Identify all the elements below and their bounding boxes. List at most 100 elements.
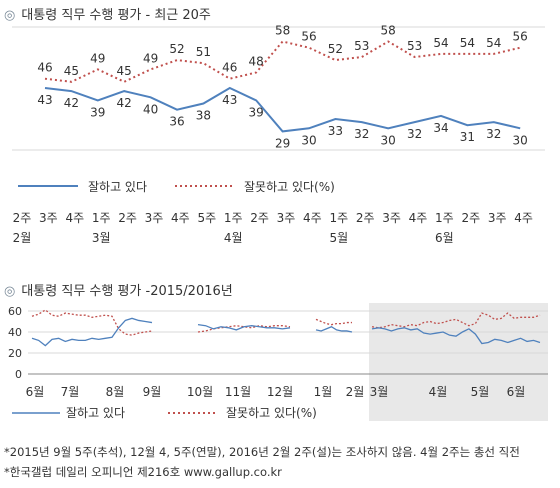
chart1-data-label-approve: 39 xyxy=(249,105,264,119)
chart1-x-tick-month: 5월 xyxy=(329,231,348,245)
chart1-data-label-approve: 32 xyxy=(407,127,422,141)
chart1-data-label-approve: 42 xyxy=(64,96,79,110)
chart1-data-label-approve: 32 xyxy=(486,127,501,141)
chart2-series-disapprove xyxy=(31,309,153,336)
chart1-data-label-approve: 32 xyxy=(354,127,369,141)
chart1-data-label-approve: 30 xyxy=(513,133,528,147)
chart1-data-label-approve: 42 xyxy=(117,96,132,110)
chart1-x-tick-week: 2주 xyxy=(461,211,480,225)
chart1-data-label-disapprove: 52 xyxy=(169,42,184,56)
chart1-x-tick-week: 3주 xyxy=(488,211,507,225)
chart1-title: ◎ 대통령 직무 수행 평가 - 최근 20주 xyxy=(4,4,211,23)
chart1-x-tick-week: 3주 xyxy=(145,211,164,225)
chart1-x-tick-week: 2주 xyxy=(13,211,32,225)
chart1-data-label-disapprove: 49 xyxy=(143,51,158,65)
chart1-data-label-approve: 36 xyxy=(169,115,184,129)
chart1-x-tick-week: 3주 xyxy=(382,211,401,225)
chart2-x-tick-month: 5월 xyxy=(471,385,490,399)
chart1-x-tick-month: 2월 xyxy=(13,231,32,245)
chart1-data-label-approve: 34 xyxy=(433,121,448,135)
chart1-data-label-disapprove: 52 xyxy=(328,42,343,56)
chart1-x-tick-week: 4주 xyxy=(303,211,322,225)
chart2-x-tick-month: 4월 xyxy=(429,385,448,399)
chart1-data-label-disapprove: 45 xyxy=(117,64,132,78)
chart1-data-label-approve: 30 xyxy=(301,133,316,147)
chart2-title: ◎ 대통령 직무 수행 평가 -2015/2016년 xyxy=(4,280,233,299)
chart1-x-tick-week: 3주 xyxy=(39,211,58,225)
chart1-title-icon: ◎ xyxy=(4,8,16,23)
chart2-x-tick-month: 10월 xyxy=(187,385,213,399)
chart1-data-label-approve: 31 xyxy=(460,130,475,144)
chart2-series-disapprove xyxy=(371,312,541,329)
chart1-data-label-disapprove: 56 xyxy=(301,30,316,44)
chart2-x-tick-month: 11월 xyxy=(225,385,251,399)
chart1-x-tick-week: 1주 xyxy=(224,211,243,225)
chart1-title-text: 대통령 직무 수행 평가 - 최근 20주 xyxy=(21,8,211,23)
chart1-data-label-approve: 43 xyxy=(37,93,52,107)
chart1-data-label-disapprove: 54 xyxy=(433,36,448,50)
chart1-x-tick-week: 2주 xyxy=(356,211,375,225)
chart1-series-approve xyxy=(44,86,521,133)
chart1-x-tick-week: 5주 xyxy=(197,211,216,225)
chart1-data-label-approve: 29 xyxy=(275,136,290,150)
chart2-series-approve xyxy=(31,317,153,347)
chart1-data-label-disapprove: 58 xyxy=(381,24,396,38)
chart1-x-tick-week: 1주 xyxy=(329,211,348,225)
chart1-data-label-disapprove: 46 xyxy=(37,61,52,75)
chart2-x-tick-month: 8월 xyxy=(106,385,125,399)
chart2-series-approve xyxy=(315,326,353,333)
chart1-data-label-approve: 30 xyxy=(381,133,396,147)
chart1-data-label-disapprove: 46 xyxy=(222,61,237,75)
chart2-y-tick-label: 40 xyxy=(8,326,22,339)
chart2-y-tick-label: 0 xyxy=(15,368,22,381)
chart1-x-tick-week: 4주 xyxy=(514,211,533,225)
chart1-x-tick-week: 3주 xyxy=(277,211,296,225)
chart2-x-tick-month: 6월 xyxy=(507,385,526,399)
chart1-data-label-approve: 38 xyxy=(196,109,211,123)
chart1-x-tick-week: 4주 xyxy=(65,211,84,225)
chart2-x-tick-month: 7월 xyxy=(61,385,80,399)
chart1-data-label-disapprove: 53 xyxy=(407,39,422,53)
chart1-data-label-disapprove: 49 xyxy=(90,51,105,65)
chart2-series-disapprove xyxy=(197,325,291,333)
footnote-2: *한국갤럽 데일리 오피니언 제216호 www.gallup.co.kr xyxy=(4,465,282,479)
chart1-x-tick-week: 2주 xyxy=(250,211,269,225)
chart1-x-tick-week: 4주 xyxy=(409,211,428,225)
chart2-series-approve xyxy=(371,327,541,345)
chart2-legend-disapprove: 잘못하고 있다(%) xyxy=(226,406,317,420)
chart1-x-tick-month: 4월 xyxy=(224,231,243,245)
chart1-data-label-disapprove: 45 xyxy=(64,64,79,78)
chart2-x-tick-month: 6월 xyxy=(26,385,45,399)
chart1-data-label-disapprove: 54 xyxy=(460,36,475,50)
chart1-data-label-disapprove: 58 xyxy=(275,24,290,38)
chart2-series-approve xyxy=(197,324,291,331)
chart2-x-tick-month: 3월 xyxy=(370,385,389,399)
chart1-data-label-approve: 33 xyxy=(328,124,343,138)
chart1-data-label-disapprove: 51 xyxy=(196,45,211,59)
chart2-y-tick-label: 60 xyxy=(8,305,22,318)
chart1-legend-disapprove: 잘못하고 있다(%) xyxy=(244,180,335,194)
chart2-x-tick-month: 12월 xyxy=(267,385,293,399)
chart1-data-label-disapprove: 54 xyxy=(486,36,501,50)
chart2-x-tick-month: 2월 xyxy=(346,385,365,399)
chart1-x-tick-month: 3월 xyxy=(92,231,111,245)
chart2-title-text: 대통령 직무 수행 평가 -2015/2016년 xyxy=(21,284,233,299)
chart1-data-label-approve: 40 xyxy=(143,102,158,116)
chart2-title-icon: ◎ xyxy=(4,284,16,299)
chart1-data-label-disapprove: 53 xyxy=(354,39,369,53)
chart1-x-tick-month: 6월 xyxy=(435,231,454,245)
chart2-x-tick-month: 1월 xyxy=(314,385,333,399)
chart2-y-tick-label: 20 xyxy=(8,347,22,360)
chart1-x-tick-week: 2주 xyxy=(118,211,137,225)
chart1-data-label-approve: 43 xyxy=(222,93,237,107)
footnote-1: *2015년 9월 5주(추석), 12월 4, 5주(연말), 2016년 2… xyxy=(4,445,520,459)
chart1-x-tick-week: 4주 xyxy=(171,211,190,225)
chart2-x-tick-month: 9월 xyxy=(143,385,162,399)
chart2-series-disapprove xyxy=(315,318,352,326)
chart1-x-tick-week: 1주 xyxy=(435,211,454,225)
chart2-legend-approve: 잘하고 있다 xyxy=(66,406,125,420)
chart1-x-tick-week: 1주 xyxy=(92,211,111,225)
chart1-data-label-disapprove: 56 xyxy=(513,30,528,44)
chart1-data-label-disapprove: 48 xyxy=(249,55,264,69)
